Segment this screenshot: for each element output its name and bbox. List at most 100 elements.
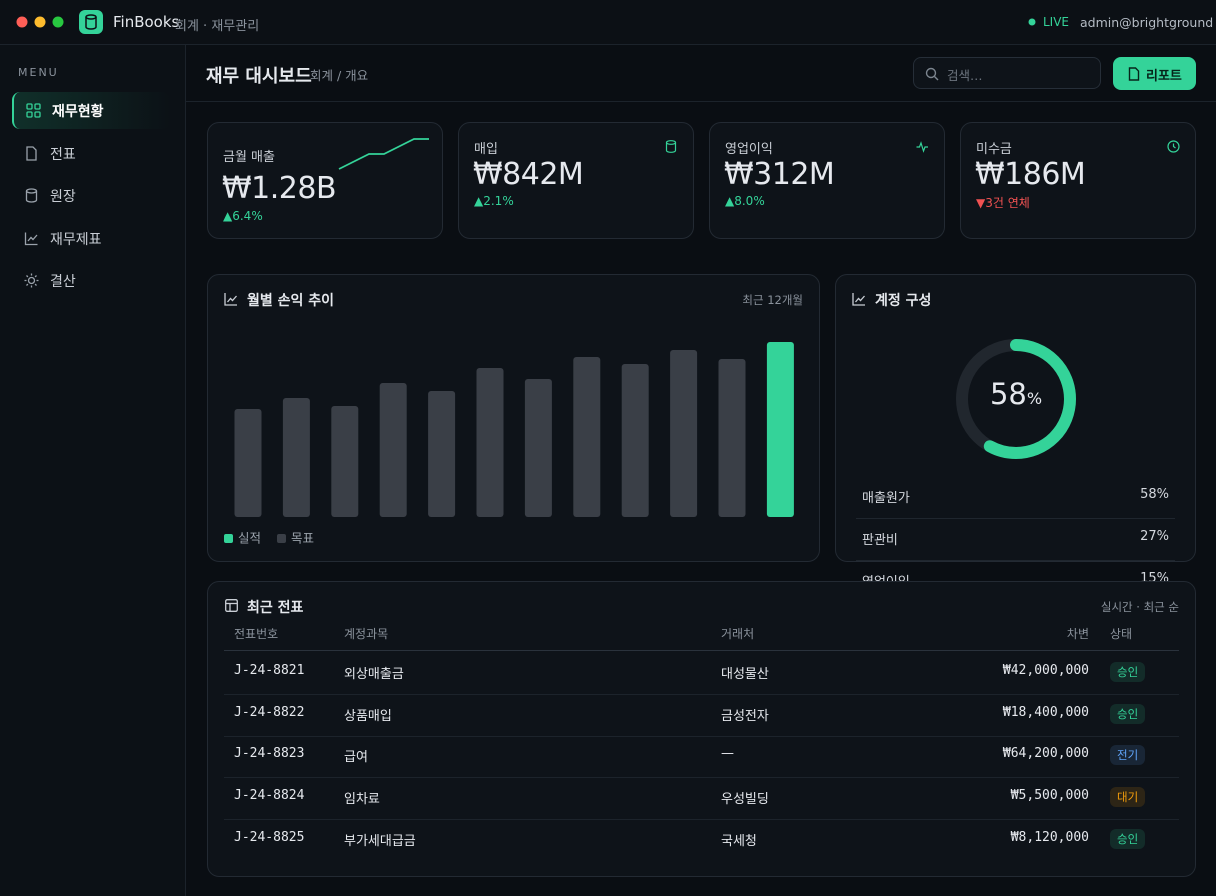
kpi-icon (665, 140, 677, 153)
app-name: FinBooks (113, 13, 180, 31)
vendor: 국세청 (721, 833, 757, 849)
breadcrumb: 회계 / 개요 (310, 68, 369, 83)
row-divider (224, 735, 1179, 737)
nav-item[interactable]: 재무현황 (12, 92, 170, 129)
search-placeholder: 검색… (947, 68, 983, 83)
table-row: J-24-8823 급여 — ₩64,200,000 전기 (208, 745, 1195, 766)
kpi-label: 영업이익 (725, 142, 773, 157)
kpi-value: ₩842M (473, 157, 584, 192)
table-icon (225, 599, 238, 612)
amount: ₩5,500,000 (1010, 788, 1089, 804)
page-header: 재무 대시보드 회계 / 개요 검색… 리포트 (186, 45, 1216, 102)
report-button-label: 리포트 (1146, 69, 1182, 84)
kpi-card: 매입 ₩842M ▲2.1% (458, 122, 694, 239)
vendor: — (721, 746, 734, 762)
composition-label: 매출원가 (862, 491, 910, 506)
report-button[interactable]: 리포트 (1113, 57, 1196, 90)
window-controls (16, 10, 103, 34)
search-box[interactable]: 검색… (913, 57, 1101, 89)
bar (766, 342, 794, 517)
bar (379, 383, 407, 517)
page-title: 재무 대시보드 (206, 66, 312, 87)
status-badge: 승인 (1110, 662, 1146, 682)
bar (476, 368, 504, 517)
account: 부가세대급금 (344, 833, 416, 849)
column-header: 거래처 (721, 627, 755, 641)
nav-label: 전표 (50, 146, 76, 163)
bar (524, 379, 552, 517)
row-divider (224, 694, 1179, 695)
kpi-delta: ▲8.0% (725, 194, 765, 208)
kpi-delta: ▲2.1% (474, 194, 514, 208)
bar (621, 364, 649, 517)
menu-heading: MENU (18, 66, 59, 79)
nav-item[interactable]: 원장 (12, 177, 170, 214)
trend-icon (224, 293, 237, 306)
bar (573, 357, 601, 517)
kpi-value: ₩312M (724, 157, 835, 192)
bar (428, 391, 456, 517)
column-header: 상태 (1110, 627, 1133, 641)
nav-icon (24, 232, 38, 245)
nav-label: 결산 (50, 274, 76, 290)
table-row: J-24-8821 외상매출금 대성물산 ₩42,000,000 승인 (208, 662, 1195, 683)
journal-id: J-24-8821 (234, 663, 305, 678)
nav-label: 재무제표 (50, 231, 102, 248)
kpi-icon (916, 141, 928, 153)
minimize-button[interactable] (34, 16, 46, 28)
close-button[interactable] (16, 16, 28, 28)
row-divider (224, 777, 1179, 779)
table-row: J-24-8822 상품매입 금성전자 ₩18,400,000 승인 (208, 703, 1195, 725)
kpi-label: 금월 매출 (223, 150, 275, 165)
vendor: 우성빌딩 (721, 792, 769, 808)
table-row: J-24-8824 임차료 우성빌딩 ₩5,500,000 대기 (208, 787, 1195, 808)
report-icon (1128, 67, 1140, 81)
vendor: 대성물산 (721, 667, 769, 682)
nav-icon (24, 273, 39, 288)
nav-item[interactable]: 결산 (12, 262, 170, 299)
row-divider (856, 560, 1175, 561)
account: 임차료 (344, 792, 380, 808)
donut-center: 58% (946, 377, 1086, 411)
user-account[interactable]: admin@brightground (1080, 15, 1214, 30)
account: 급여 (344, 750, 368, 766)
donut-chart (956, 339, 1076, 459)
column-header: 전표번호 (234, 627, 279, 641)
status-badge: 승인 (1110, 828, 1146, 849)
bar-chart: 실적 목표 (224, 342, 794, 546)
amount: ₩42,000,000 (1002, 663, 1089, 678)
column-header: 차변 (1066, 627, 1089, 641)
search-icon (925, 67, 939, 81)
title-bar: FinBooks 회계 · 재무관리 LIVE admin@brightgrou… (0, 0, 1216, 45)
column-header: 계정과목 (344, 627, 389, 641)
composition-icon (852, 293, 865, 306)
legend-swatch (277, 534, 286, 543)
bar (670, 350, 698, 517)
nav-item[interactable]: 재무제표 (12, 220, 170, 257)
nav-item[interactable]: 전표 (12, 135, 170, 172)
composition-title: 계정 구성 (875, 293, 932, 309)
donut-arc (956, 339, 1076, 459)
bar (331, 406, 359, 517)
kpi-icon (1167, 140, 1180, 153)
journal-card: 최근 전표 실시간 · 최근 순 전표번호 계정과목 거래처 차변 상태 J-24-882… (207, 581, 1196, 877)
trend-card: 월별 손익 추이 최근 12개월 실적 목표 (207, 274, 820, 562)
status-badge: 승인 (1110, 703, 1146, 724)
nav-icon (26, 145, 37, 161)
composition-value: 27% (1140, 529, 1169, 544)
row-divider (856, 518, 1175, 519)
bar (718, 359, 746, 517)
amount: ₩64,200,000 (1002, 746, 1089, 762)
kpi-label: 매입 (474, 142, 498, 157)
zoom-button[interactable] (52, 16, 64, 28)
table-note: 실시간 · 최근 순 (1100, 600, 1179, 614)
journal-id: J-24-8822 (234, 704, 305, 720)
journal-id: J-24-8823 (234, 746, 305, 762)
kpi-delta: ▲6.4% (223, 209, 263, 223)
sparkline-chart (338, 138, 429, 170)
kpi-label: 미수금 (976, 142, 1012, 157)
kpi-delta: ▼3건 연체 (976, 196, 1030, 210)
